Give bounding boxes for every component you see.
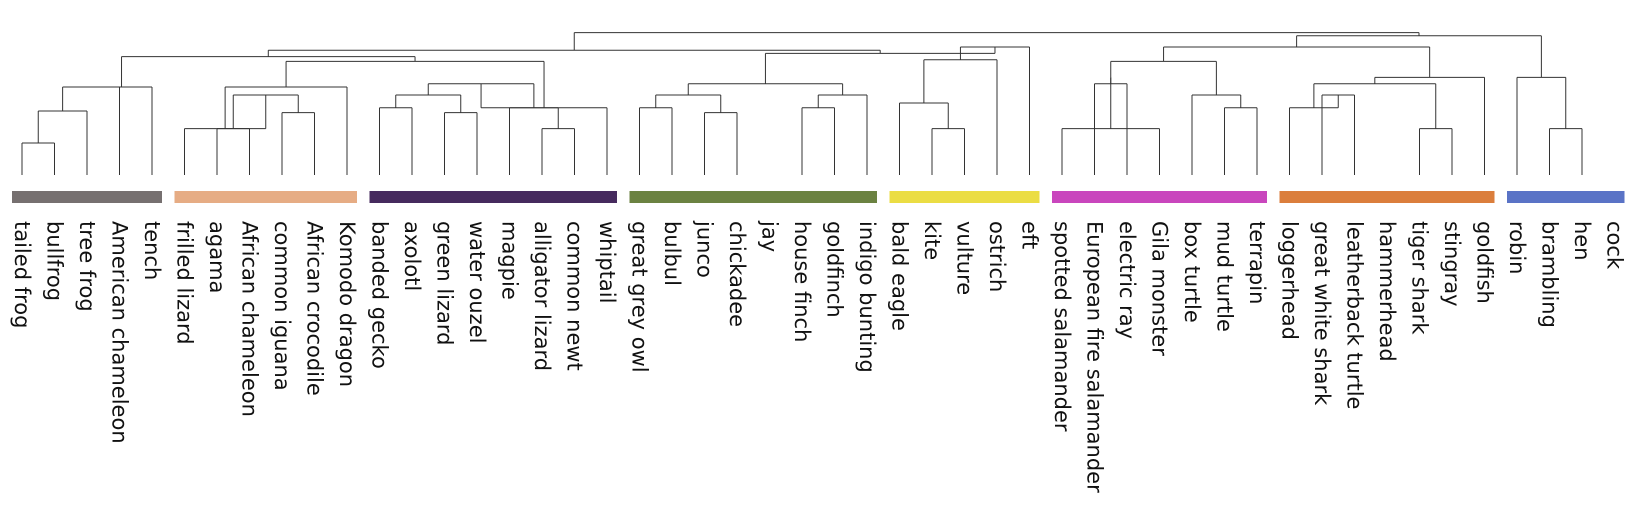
- cluster-color-bar: [889, 191, 1040, 203]
- leaf-label: loggerhead: [1278, 221, 1302, 340]
- leaf-label: African chameleon: [238, 221, 262, 417]
- dendrogram-links: [21, 32, 1583, 175]
- leaf-label: water ouzel: [465, 221, 489, 343]
- leaf-label: box turtle: [1180, 221, 1204, 323]
- leaf-label: house finch: [790, 221, 814, 342]
- leaf-label: tiger shark: [1408, 221, 1432, 335]
- leaf-label: great grey owl: [628, 221, 652, 373]
- leaf-label: tailed frog: [10, 221, 34, 328]
- leaf-label: robin: [1505, 221, 1529, 275]
- leaf-label: jay: [758, 220, 782, 252]
- leaf-label: agama: [205, 221, 229, 293]
- leaf-label: tree frog: [75, 221, 99, 312]
- leaf-label: stingray: [1440, 221, 1464, 307]
- leaf-label: indigo bunting: [855, 221, 879, 373]
- leaf-label: tench: [140, 221, 164, 280]
- leaf-label: axolotl: [400, 221, 424, 291]
- leaf-label: common newt: [563, 221, 587, 371]
- leaf-label: mud turtle: [1213, 221, 1237, 332]
- leaf-label: hen: [1570, 221, 1594, 261]
- leaf-label: alligator lizard: [530, 221, 554, 371]
- cluster-color-bar: [1279, 191, 1495, 203]
- leaf-label: Komodo dragon: [335, 221, 359, 387]
- leaf-label: frilled lizard: [173, 221, 197, 345]
- leaf-label: spotted salamander: [1050, 221, 1074, 432]
- cluster-color-bar: [1052, 191, 1267, 203]
- leaf-label: African crocodile: [303, 221, 327, 396]
- leaf-label: chickadee: [725, 221, 749, 327]
- leaf-label: brambling: [1538, 221, 1562, 328]
- cluster-color-bars: [12, 191, 1625, 203]
- leaf-label: cock: [1603, 221, 1627, 270]
- leaf-label: bullfrog: [43, 221, 67, 301]
- leaf-label: hammerhead: [1375, 221, 1399, 362]
- cluster-color-bar: [1507, 191, 1625, 203]
- leaf-label: whiptail: [595, 221, 619, 303]
- leaf-label: magpie: [498, 221, 522, 300]
- leaf-label: junco: [693, 220, 717, 278]
- leaf-label: eft: [1018, 221, 1042, 249]
- leaf-label: bald eagle: [888, 221, 912, 331]
- leaf-labels: tailed frog bullfrog tree frog American cha…: [10, 220, 1627, 493]
- cluster-color-bar: [629, 191, 877, 203]
- leaf-label: ostrich: [985, 221, 1009, 292]
- leaf-label: electric ray: [1115, 221, 1139, 339]
- cluster-color-bar: [12, 191, 162, 203]
- leaf-label: bulbul: [660, 221, 684, 286]
- leaf-label: great white shark: [1310, 221, 1334, 406]
- leaf-label: European fire salamander: [1083, 221, 1107, 493]
- leaf-label: goldfinch: [823, 221, 847, 318]
- leaf-label: common iguana: [270, 221, 294, 391]
- leaf-label: vulture: [953, 221, 977, 295]
- leaf-label: Gila monster: [1148, 221, 1172, 356]
- cluster-color-bar: [174, 191, 357, 203]
- leaf-label: terrapin: [1245, 221, 1269, 304]
- cluster-color-bar: [369, 191, 617, 203]
- leaf-label: goldfish: [1473, 221, 1497, 304]
- leaf-label: banded gecko: [368, 221, 392, 369]
- leaf-label: leatherback turtle: [1343, 221, 1367, 409]
- leaf-label: American chameleon: [108, 221, 132, 444]
- leaf-label: kite: [920, 221, 944, 260]
- leaf-label: green lizard: [433, 221, 457, 345]
